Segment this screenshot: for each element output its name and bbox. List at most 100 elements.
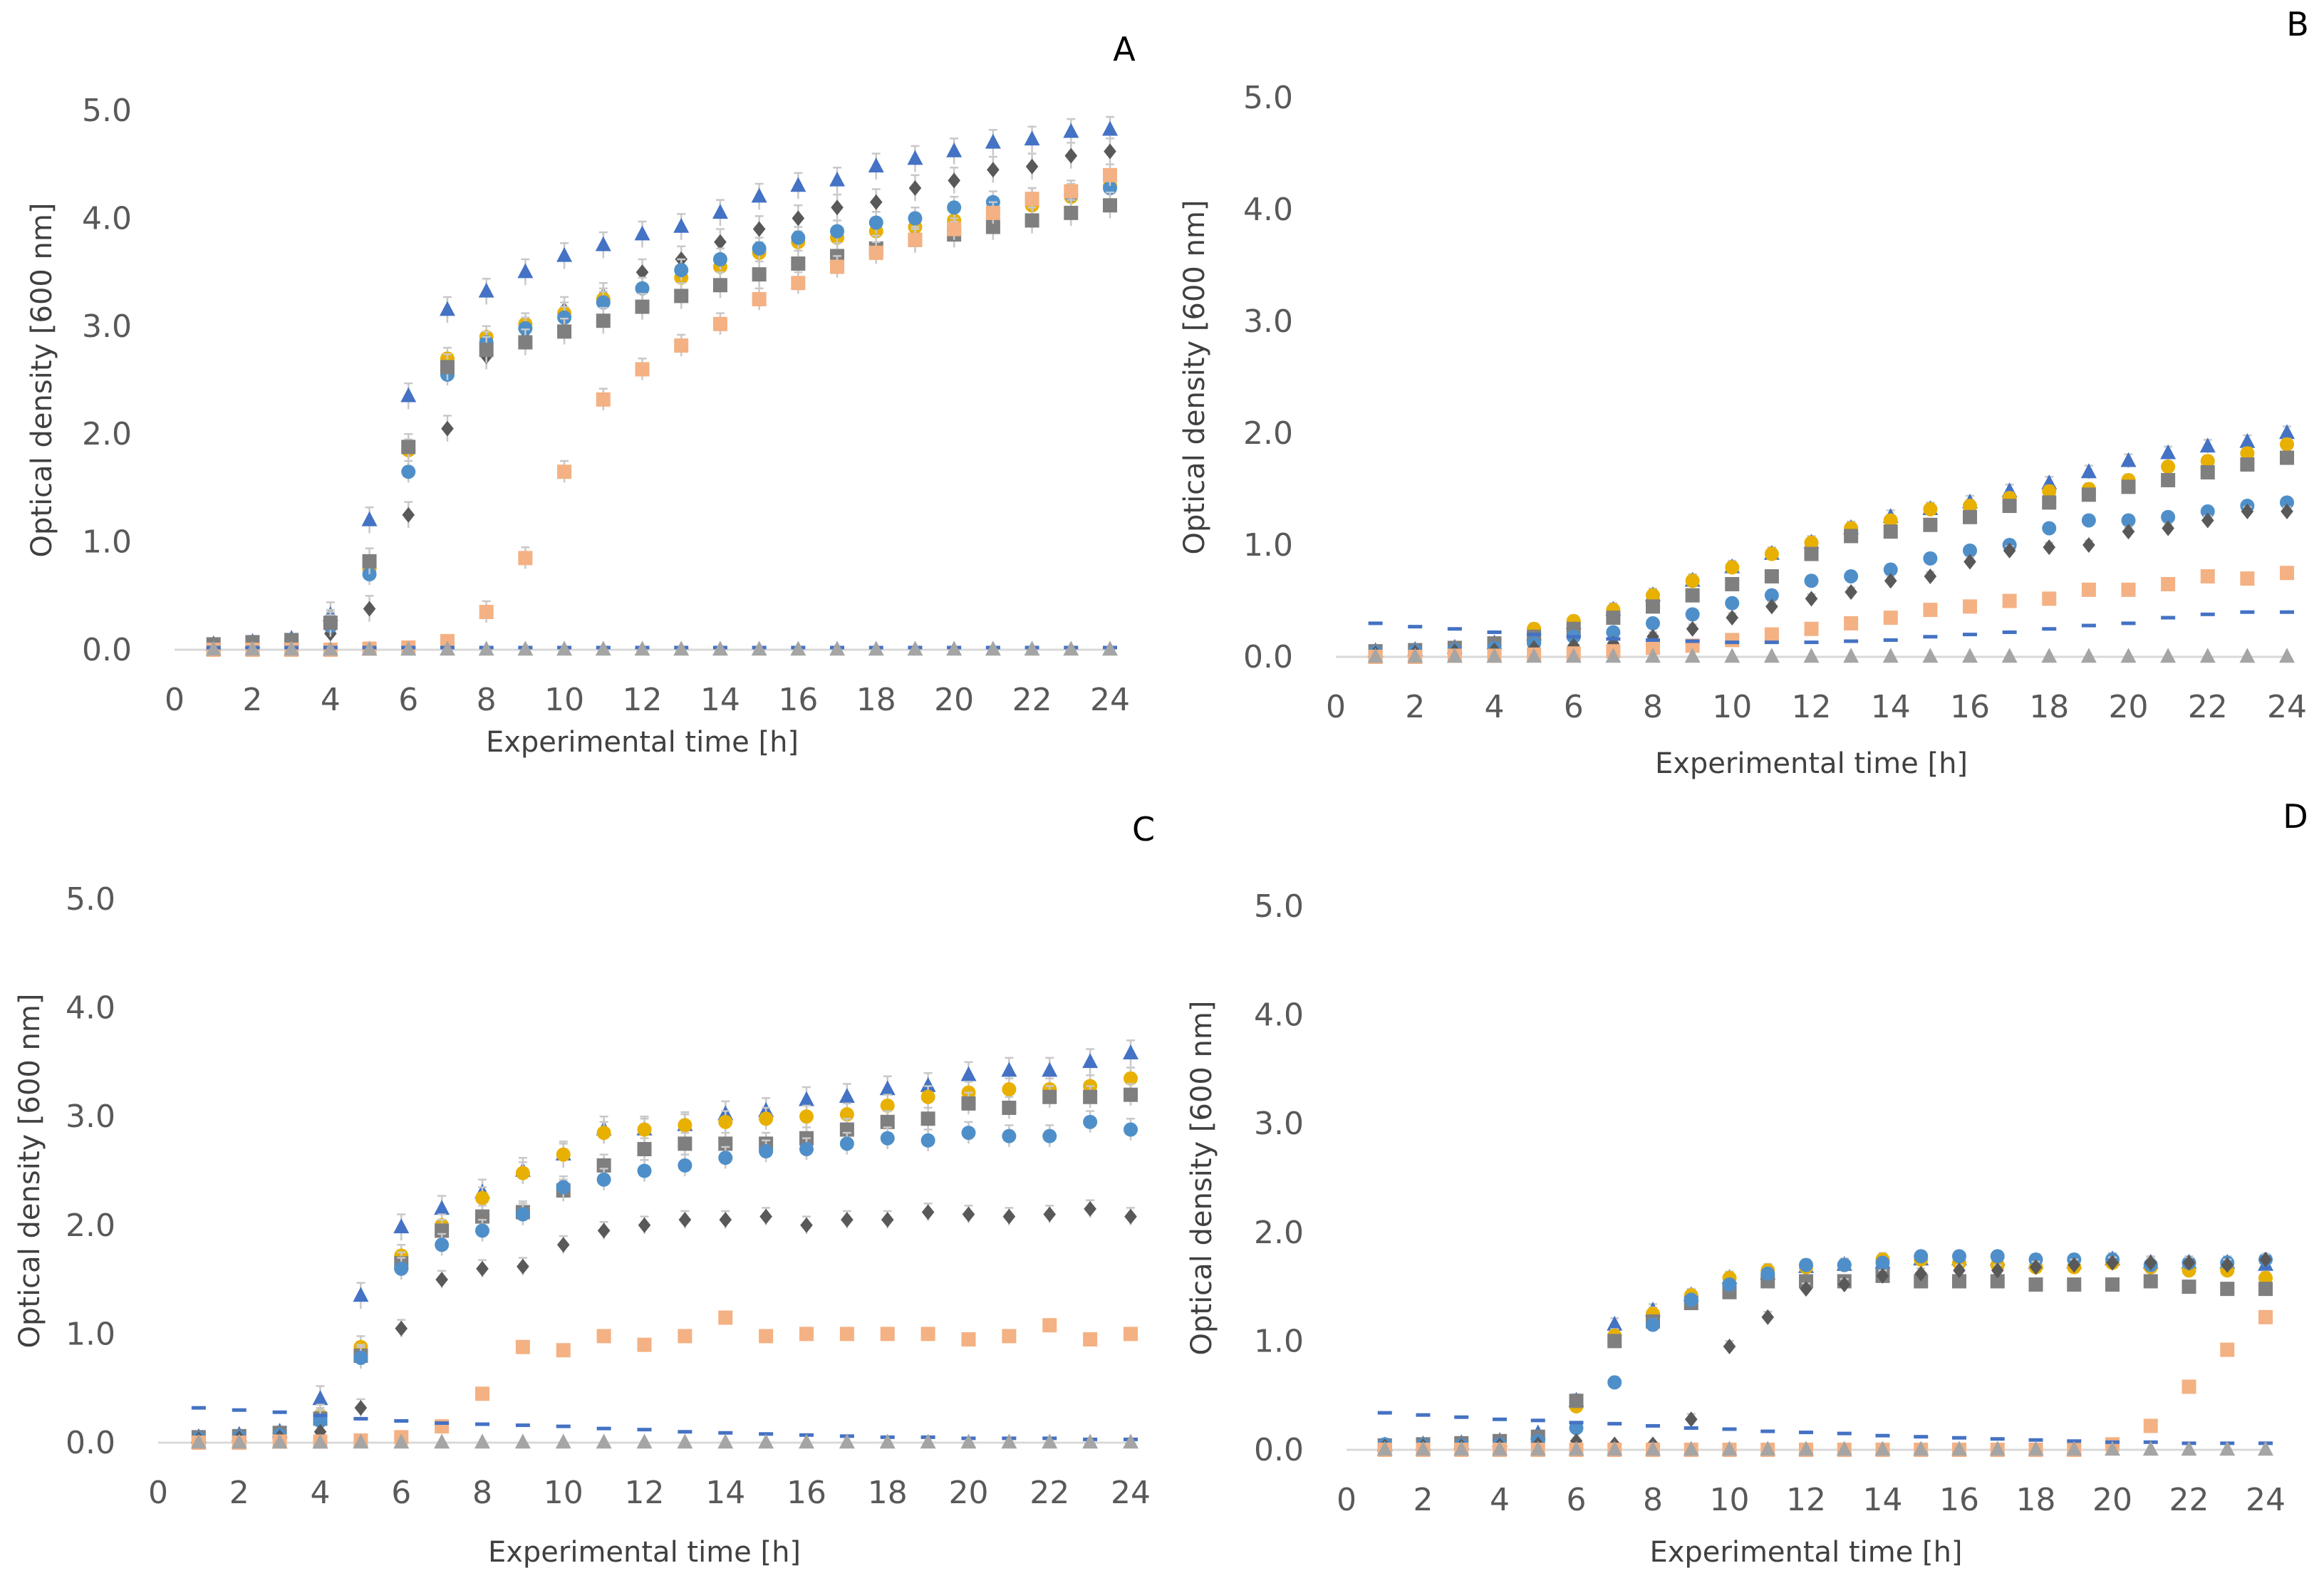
panel-d-letter: D (2283, 797, 2308, 836)
data-point (2080, 463, 2097, 479)
panel-c-x-tick-label: 22 (1029, 1475, 1069, 1511)
data-point (2239, 432, 2256, 448)
data-point (881, 1212, 894, 1228)
data-point (2142, 1441, 2159, 1456)
panel-a-series-gray-triangle (205, 640, 1118, 656)
data-point (960, 1066, 977, 1081)
data-point (712, 640, 728, 656)
data-point (2042, 521, 2057, 536)
data-point (1883, 638, 1898, 642)
panel-c-y-tick-label: 0.0 (66, 1425, 115, 1461)
data-point (638, 1217, 651, 1233)
data-point (362, 554, 377, 569)
data-point (361, 640, 378, 656)
data-point (474, 1433, 490, 1449)
data-point (752, 241, 767, 256)
data-point (1964, 554, 1976, 570)
data-point (1083, 1089, 1098, 1104)
panel-d-x-tick-label: 0 (1337, 1482, 1356, 1518)
data-point (1416, 1413, 1431, 1417)
data-point (714, 234, 727, 250)
data-point (1764, 627, 1779, 642)
data-point (478, 282, 494, 298)
data-point (353, 1287, 369, 1302)
data-point (1725, 633, 1740, 648)
data-point (985, 133, 1001, 149)
data-point (1684, 1292, 1698, 1307)
data-point (718, 1431, 733, 1435)
data-point (1103, 198, 1117, 213)
data-point (595, 640, 611, 656)
data-point (907, 640, 923, 656)
data-point (799, 1433, 814, 1449)
panel-a-y-tick-label: 5.0 (82, 93, 132, 129)
panel-d: 0.01.02.03.04.05.00 2 4 6 8 10 12 14 16 18 20 22 24E… (1186, 797, 2308, 1569)
panel-b-y-tick-label: 2.0 (1243, 415, 1293, 452)
data-point (1804, 573, 1819, 588)
data-point (1683, 1441, 1699, 1456)
panel-a-x-tick-label: 14 (700, 682, 740, 718)
panel-a-x-tick-label: 20 (934, 682, 974, 718)
data-point (1799, 1257, 1813, 1272)
data-point (475, 1190, 489, 1205)
data-point (636, 1433, 653, 1449)
data-point (597, 1223, 611, 1239)
data-point (2042, 627, 2057, 631)
data-point (312, 1433, 328, 1449)
data-point (1486, 648, 1503, 663)
data-point (2161, 576, 2176, 591)
data-point (517, 640, 534, 656)
data-point (920, 1327, 935, 1341)
data-point (1042, 1433, 1058, 1449)
data-point (1646, 599, 1660, 614)
data-point (1606, 611, 1621, 626)
data-point (1492, 1441, 1508, 1456)
data-point (596, 1126, 611, 1141)
data-point (393, 1433, 410, 1449)
data-point (557, 310, 572, 325)
data-point (946, 640, 963, 656)
data-point (1684, 1411, 1698, 1428)
data-point (1566, 635, 1581, 639)
panel-a: 0.01.02.03.04.05.00 2 4 6 8 10 12 14 16 18 20 22 24E… (26, 30, 1136, 759)
data-point (799, 1091, 814, 1106)
data-point (790, 640, 806, 656)
data-point (1845, 583, 1857, 600)
data-point (313, 1413, 328, 1428)
data-point (637, 1141, 652, 1156)
data-point (634, 225, 650, 241)
panel-c-x-tick-label: 16 (787, 1475, 826, 1511)
data-point (759, 1329, 774, 1344)
panel-a-letter: A (1113, 30, 1136, 68)
panel-d-y-tick-label: 4.0 (1254, 997, 1304, 1034)
data-point (232, 1408, 247, 1412)
data-point (1685, 607, 1700, 622)
data-point (1064, 205, 1079, 220)
panel-d-x-tick-label: 4 (1490, 1482, 1510, 1518)
data-point (1367, 648, 1384, 663)
data-point (1725, 560, 1740, 575)
data-point (2280, 495, 2294, 510)
data-point (1923, 517, 1938, 532)
panel-b-x-tick-label: 10 (1712, 689, 1752, 725)
panel-a-x-tick-label: 22 (1012, 682, 1052, 718)
data-point (1923, 502, 1938, 517)
data-point (1025, 158, 1039, 175)
data-point (985, 219, 1000, 234)
data-point (441, 420, 454, 437)
panel-c-x-tick-label: 10 (544, 1475, 583, 1511)
data-point (790, 177, 806, 192)
data-point (1607, 1334, 1622, 1349)
data-point (2200, 504, 2215, 519)
data-point (758, 1433, 774, 1449)
data-point (791, 256, 806, 271)
data-point (1803, 648, 1820, 663)
panel-b-x-tick-label: 16 (1950, 689, 1990, 725)
data-point (2143, 1274, 2158, 1289)
data-point (759, 1208, 772, 1225)
panel-b-y-tick-label: 5.0 (1243, 80, 1293, 116)
data-point (1884, 573, 1897, 589)
data-point (1526, 648, 1542, 663)
data-point (1024, 213, 1039, 228)
data-point (2143, 1418, 2158, 1433)
